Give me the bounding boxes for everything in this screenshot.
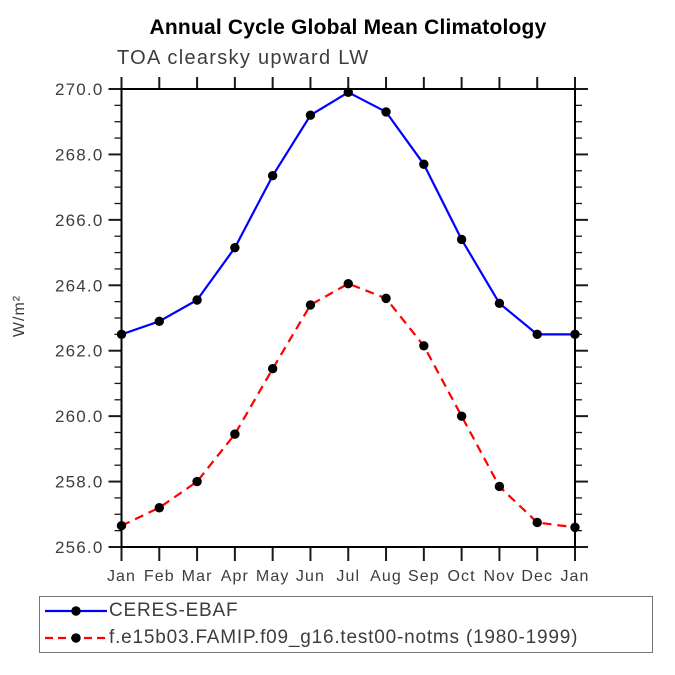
y-axis-tick-label: 266.0 <box>55 211 104 230</box>
x-axis-tick-label: Jun <box>296 568 325 585</box>
data-point-marker-s1 <box>343 278 353 289</box>
data-point-marker-s0 <box>532 329 542 340</box>
data-point-marker-s1 <box>456 411 467 421</box>
y-axis-tick-label: 270.0 <box>55 80 104 99</box>
data-point-marker-s1 <box>230 429 240 439</box>
legend-line-sample-blue-solid <box>45 606 107 616</box>
data-point-marker-s1 <box>494 481 505 492</box>
data-point-marker-s1 <box>419 341 429 351</box>
legend-sample-marker-0 <box>71 606 81 616</box>
legend-label-series-0: CERES-EBAF <box>109 599 239 621</box>
y-axis-label: W/m² <box>11 295 28 337</box>
data-point-marker-s0 <box>230 242 240 253</box>
x-axis-tick-label: Jan <box>107 568 136 585</box>
data-point-marker-s0 <box>381 107 391 117</box>
x-axis-tick-label: Sep <box>408 568 440 585</box>
y-axis-tick-label: 258.0 <box>55 473 104 492</box>
x-axis-tick-label: Aug <box>370 568 402 585</box>
data-point-marker-s1 <box>570 522 580 533</box>
data-point-marker-s0 <box>419 159 429 169</box>
y-axis-tick-label: 268.0 <box>55 145 104 164</box>
data-point-marker-s0 <box>494 298 505 308</box>
data-point-marker-s0 <box>116 329 127 340</box>
data-point-marker-s1 <box>267 364 278 374</box>
y-axis-tick-label: 260.0 <box>55 407 104 426</box>
plot-frame <box>120 88 576 548</box>
data-point-marker-s1 <box>305 300 316 310</box>
x-axis-tick-label: Mar <box>182 568 213 585</box>
x-axis-tick-label: Nov <box>484 568 516 585</box>
legend-item-1: f.e15b03.FAMIP.f09_g16.test00-notms (198… <box>40 625 652 653</box>
data-point-marker-s1 <box>381 293 391 304</box>
data-point-marker-s0 <box>456 234 467 245</box>
y-axis-tick-label: 256.0 <box>55 538 104 557</box>
data-point-marker-s1 <box>154 503 164 513</box>
data-point-marker-s0 <box>154 316 164 326</box>
x-axis-tick-label: Jul <box>336 568 360 585</box>
y-axis-tick-label: 262.0 <box>55 342 104 361</box>
data-point-marker-s1 <box>116 521 127 531</box>
x-axis-tick-label: Dec <box>521 568 553 585</box>
data-point-marker-s0 <box>305 110 316 120</box>
chart-title: Annual Cycle Global Mean Climatology <box>149 16 547 39</box>
x-axis-tick-label: Feb <box>144 568 175 585</box>
series-line-0 <box>121 91 575 336</box>
legend-item-0: CERES-EBAF <box>40 597 652 625</box>
data-point-marker-s0 <box>267 170 278 181</box>
x-axis-tick-label: Jan <box>560 568 589 585</box>
data-point-marker-s1 <box>532 517 542 528</box>
data-point-marker-s1 <box>192 476 202 487</box>
x-axis-tick-label: Oct <box>448 568 476 585</box>
legend-label-series-1: f.e15b03.FAMIP.f09_g16.test00-notms (198… <box>109 627 579 649</box>
series-line-1 <box>121 282 576 529</box>
x-axis-tick-label: May <box>256 568 290 585</box>
x-axis-tick-label: Apr <box>221 568 249 585</box>
chart-subtitle: TOA clearsky upward LW <box>117 47 370 69</box>
legend-line-sample-red-dashed <box>45 633 107 643</box>
data-point-marker-s0 <box>192 295 202 305</box>
legend-box: CERES-EBAF f.e15b03.FAMIP.f09_g16.test00… <box>39 596 653 653</box>
plot-area: 256.0 258.0 260.0 262.0 264.0 266.0 268.0 270.0… <box>11 77 589 585</box>
data-point-marker-s0 <box>570 329 580 340</box>
legend-sample-marker-1 <box>71 633 81 643</box>
y-axis-tick-label: 264.0 <box>55 276 104 295</box>
data-point-marker-s0 <box>343 87 353 97</box>
